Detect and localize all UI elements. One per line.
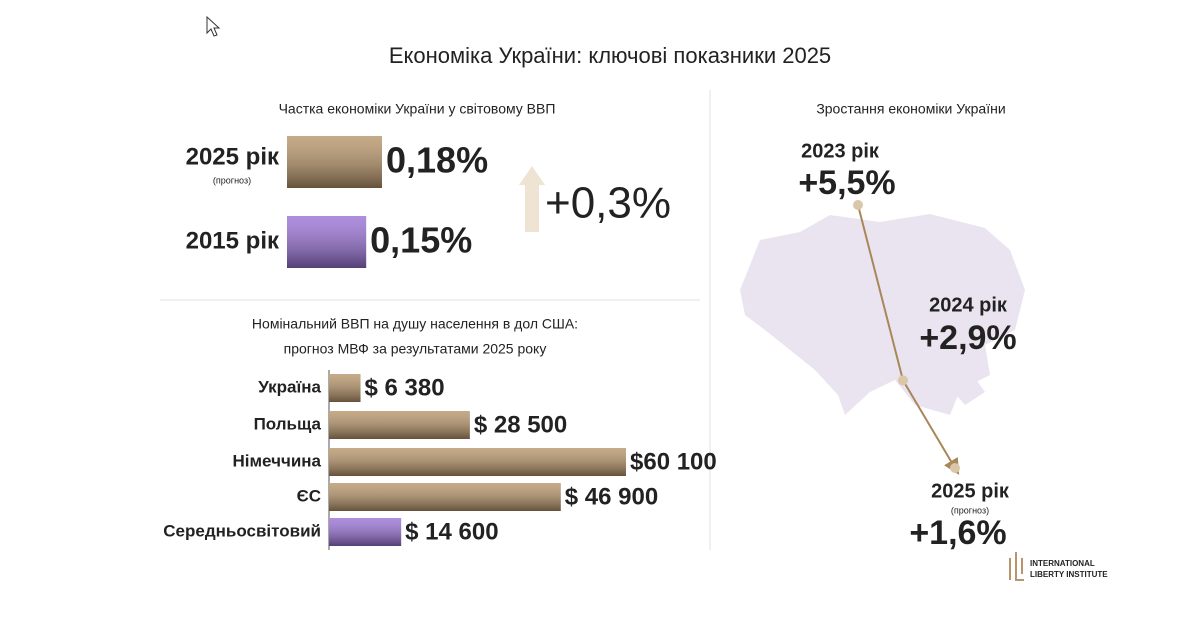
point — [950, 463, 960, 473]
value-label: +5,5% — [798, 164, 895, 202]
value-label: $ 6 380 — [365, 374, 445, 401]
bar-shade — [329, 374, 361, 402]
chart-title: Частка економіки України у світовому ВВП — [279, 101, 556, 117]
bar-shade — [287, 136, 382, 188]
logo-text: INTERNATIONAL — [1030, 559, 1095, 568]
category-label: 2025 рік — [931, 480, 1010, 502]
category-note: (прогноз) — [213, 175, 251, 185]
value-label: 0,18% — [386, 140, 488, 181]
value-label: 0,15% — [370, 220, 472, 261]
category-label: Україна — [258, 377, 321, 396]
bar-shade — [329, 448, 626, 476]
category-note: (прогноз) — [951, 505, 989, 515]
bar-shade — [329, 483, 561, 511]
category-label: Польща — [254, 414, 322, 433]
bar-shade — [287, 216, 367, 268]
point — [853, 200, 863, 210]
chart-title: Номінальний ВВП на душу населення в дол … — [252, 316, 578, 332]
category-label: 2025 рік — [186, 143, 280, 170]
value-label: +1,6% — [909, 514, 1006, 552]
map-crimea — [950, 378, 985, 405]
page-title: Економіка України: ключові показники 202… — [389, 43, 831, 68]
bar-shade — [329, 518, 402, 546]
category-label: 2023 рік — [801, 140, 880, 162]
category-label: Німеччина — [232, 451, 321, 470]
logo-text: LIBERTY INSTITUTE — [1030, 570, 1108, 579]
point — [898, 375, 908, 386]
logo: INTERNATIONAL LIBERTY INSTITUTE — [1009, 552, 1108, 581]
cursor — [206, 15, 221, 37]
chart-subtitle: прогноз МВФ за результатами 2025 року — [284, 341, 547, 357]
category-label: Середньосвітовий — [163, 521, 321, 540]
category-label: 2024 рік — [929, 294, 1008, 316]
map-ukraine — [740, 214, 1025, 415]
up-arrow — [519, 166, 545, 232]
category-label: 2015 рік — [186, 227, 280, 254]
logo-mark — [1009, 552, 1024, 581]
value-label: $ 14 600 — [405, 518, 498, 545]
annotation: +0,3% — [545, 179, 671, 228]
value-label: $ 46 900 — [565, 483, 658, 510]
value-label: $ 28 500 — [474, 411, 567, 438]
value-label: $60 100 — [630, 448, 717, 475]
bar-shade — [329, 411, 470, 439]
value-label: +2,9% — [919, 319, 1016, 357]
category-label: ЄС — [297, 486, 321, 505]
chart-title: Зростання економіки України — [816, 101, 1005, 117]
